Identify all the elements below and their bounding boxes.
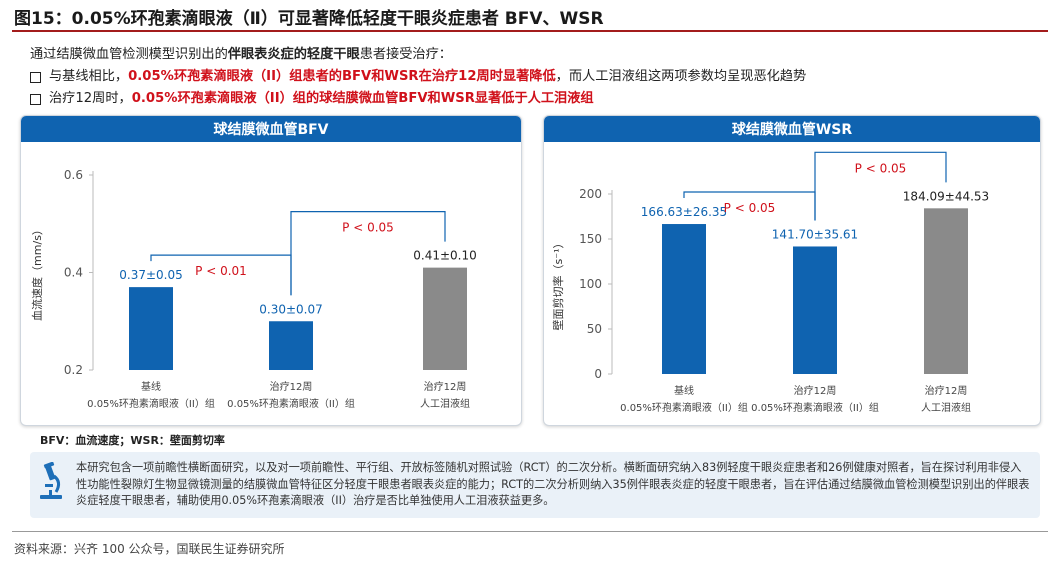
p-value-label: P < 0.05	[342, 221, 394, 235]
wsr-chart: 0 50 100 150 200 壁面剪切率（s⁻¹） 166.63±26.35 基线 0.05…	[551, 151, 989, 414]
data-label: 0.41±0.10	[413, 249, 477, 263]
x-tick-label: 0.05%环孢素滴眼液（II）组	[620, 401, 748, 414]
bfv-chart-panel: 球结膜微血管BFV 0.2 0.4 0.6 血流速度（mm/s） 0.37±0.05 基线…	[20, 115, 522, 426]
intro-bold-text: 伴眼表炎症的轻度干眼	[227, 47, 360, 62]
intro-text-suffix: 患者接受治疗：	[359, 47, 452, 62]
intro-text: 通过结膜微血管检测模型识别出的	[30, 47, 228, 62]
bfv-chart: 0.2 0.4 0.6 血流速度（mm/s） 0.37±0.05 基线 0.05%环孢素滴眼…	[30, 168, 477, 410]
y-tick-label: 0	[594, 367, 602, 381]
bar	[269, 321, 313, 370]
y-axis-label: 血流速度（mm/s）	[30, 224, 44, 321]
data-label: 0.37±0.05	[119, 268, 183, 282]
y-tick-label: 150	[579, 232, 602, 246]
x-tick-label: 0.05%环孢素滴眼液（II）组	[227, 397, 355, 410]
x-tick-label: 基线	[141, 380, 161, 393]
abbreviation-note: BFV：血流速度；WSR：壁面剪切率	[40, 434, 225, 447]
significance-bracket	[290, 211, 446, 296]
p-value-label: P < 0.05	[724, 201, 776, 215]
square-bullet-icon	[30, 71, 41, 83]
bullet-2-highlight: 0.05%环孢素滴眼液（II）组的球结膜微血管BFV和WSR显著低于人工泪液组	[131, 91, 594, 106]
bullet-2: 治疗12周时，0.05%环孢素滴眼液（II）组的球结膜微血管BFV和WSR显著低…	[30, 88, 806, 110]
y-tick-label: 100	[579, 277, 602, 291]
p-value-label: P < 0.01	[195, 264, 247, 278]
bottom-divider	[12, 531, 1048, 532]
figure-title: 图15：0.05%环孢素滴眼液（Ⅱ）可显著降低轻度干眼炎症患者 BFV、WSR	[14, 9, 604, 29]
x-tick-label: 治疗12周	[925, 384, 968, 397]
study-description-box: 本研究包含一项前瞻性横断面研究，以及对一项前瞻性、平行组、开放标签随机对照试验（…	[30, 452, 1040, 518]
y-tick-label: 50	[587, 322, 602, 336]
data-label: 166.63±26.35	[641, 205, 727, 219]
bar	[793, 246, 837, 374]
y-axis-label: 壁面剪切率（s⁻¹）	[551, 238, 565, 331]
x-tick-label: 治疗12周	[270, 380, 313, 393]
x-tick-label: 0.05%环孢素滴眼液（II）组	[87, 397, 215, 410]
bullet-1-prefix: 与基线相比，	[49, 69, 129, 84]
x-tick-label: 治疗12周	[794, 384, 837, 397]
microscope-icon	[40, 462, 62, 499]
bullet-1: 与基线相比，0.05%环孢素滴眼液（II）组患者的BFV和WSR在治疗12周时显…	[30, 66, 806, 88]
data-label: 184.09±44.53	[903, 189, 989, 203]
significance-bracket	[814, 151, 947, 221]
x-tick-label: 人工泪液组	[921, 401, 971, 414]
intro-line: 通过结膜微血管检测模型识别出的伴眼表炎症的轻度干眼患者接受治疗：	[30, 44, 806, 66]
bar	[924, 208, 968, 374]
bullet-1-highlight: 0.05%环孢素滴眼液（II）组患者的BFV和WSR在治疗12周时显著降低	[128, 69, 556, 84]
data-label: 0.30±0.07	[259, 302, 323, 316]
y-tick-label: 0.2	[64, 363, 83, 377]
data-label: 141.70±35.61	[772, 227, 858, 241]
x-tick-label: 治疗12周	[424, 380, 467, 393]
square-bullet-icon	[30, 93, 41, 105]
intro-section: 通过结膜微血管检测模型识别出的伴眼表炎症的轻度干眼患者接受治疗： 与基线相比，0…	[30, 44, 806, 110]
bullet-2-prefix: 治疗12周时，	[49, 91, 132, 106]
source-note: 资料来源：兴齐 100 公众号，国联民生证券研究所	[14, 542, 285, 556]
bar	[423, 267, 467, 370]
wsr-chart-title: 球结膜微血管WSR	[544, 116, 1040, 142]
y-tick-label: 200	[579, 187, 602, 201]
title-divider	[12, 30, 1048, 32]
bullet-1-suffix: ，而人工泪液组这两项参数均呈现恶化趋势	[555, 69, 807, 84]
study-description-text: 本研究包含一项前瞻性横断面研究，以及对一项前瞻性、平行组、开放标签随机对照试验（…	[76, 461, 1030, 507]
x-tick-label: 人工泪液组	[420, 397, 470, 410]
p-value-label: P < 0.05	[855, 161, 907, 175]
x-tick-label: 0.05%环孢素滴眼液（II）组	[751, 401, 879, 414]
wsr-chart-panel: 球结膜微血管WSR 0 50 100 150 200 壁面剪切率（s⁻¹） 166.63±2…	[543, 115, 1041, 426]
x-tick-label: 基线	[674, 384, 694, 397]
bfv-chart-title: 球结膜微血管BFV	[21, 116, 521, 142]
y-tick-label: 0.6	[64, 168, 83, 182]
bar	[662, 224, 706, 374]
bar	[129, 287, 173, 370]
y-tick-label: 0.4	[64, 266, 83, 280]
